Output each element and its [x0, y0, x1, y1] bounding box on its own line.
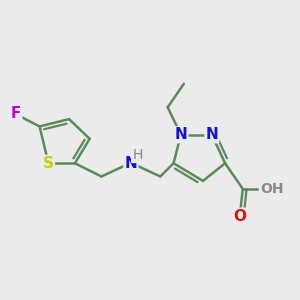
Text: N: N [124, 156, 137, 171]
Text: O: O [233, 209, 246, 224]
Text: N: N [206, 127, 218, 142]
Text: N: N [175, 127, 187, 142]
Text: OH: OH [260, 182, 284, 196]
Text: F: F [11, 106, 21, 121]
Text: S: S [43, 156, 54, 171]
Text: H: H [132, 148, 142, 162]
